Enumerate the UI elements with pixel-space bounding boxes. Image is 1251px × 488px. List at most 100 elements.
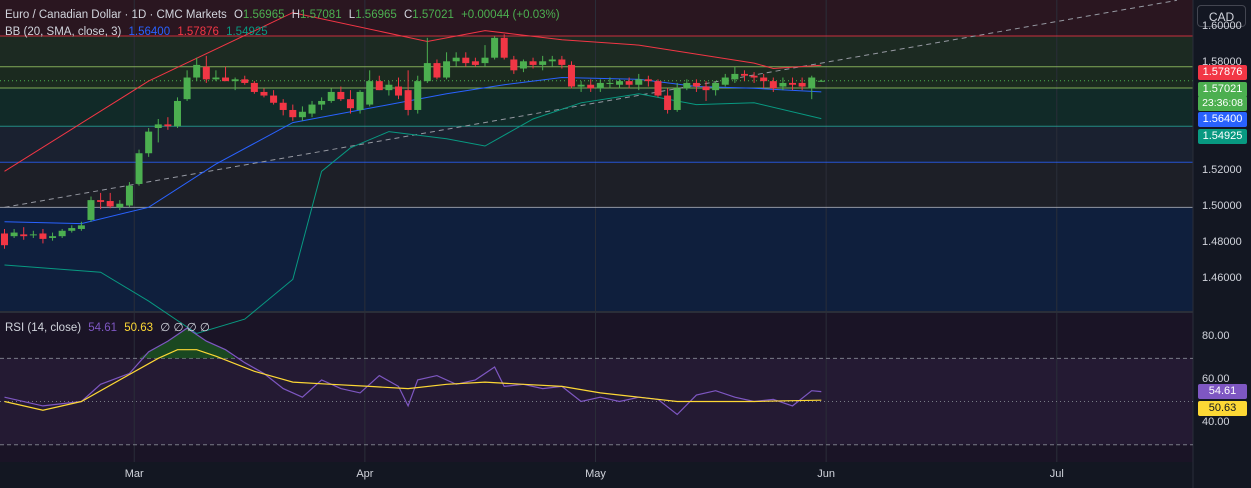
candle-body (664, 95, 672, 110)
candle-body (49, 236, 57, 238)
candle (500, 34, 508, 60)
rsi-legend[interactable]: RSI (14, close) 54.61 50.63 ∅ ∅ ∅ ∅ (5, 320, 214, 334)
candle (39, 228, 47, 244)
candle (116, 200, 124, 211)
candle (49, 232, 57, 241)
rsi-tag-text: 54.61 (1208, 385, 1237, 397)
grid-lines (0, 0, 1194, 488)
last-price-tag: 1.57021 (1198, 82, 1247, 97)
candle-body (798, 82, 806, 87)
bb-lower-tag-text: 1.54925 (1202, 130, 1243, 142)
candle (740, 70, 748, 82)
candle (202, 55, 210, 83)
candle-body (644, 79, 652, 82)
candle (731, 66, 739, 83)
candle-body (241, 79, 249, 83)
candle-body (712, 82, 720, 91)
candle (529, 57, 537, 69)
time-tick-label: Jun (817, 468, 836, 480)
candle (750, 72, 758, 83)
candle-body (308, 104, 316, 114)
candle (433, 59, 441, 80)
candle-body (260, 91, 268, 96)
candle-body (10, 232, 18, 237)
candles[interactable] (1, 34, 825, 249)
candle (193, 57, 201, 82)
candle-body (164, 124, 172, 127)
candle-body (452, 57, 460, 62)
rsi-overbought-fill (139, 328, 236, 359)
candle (20, 227, 28, 240)
candle (481, 45, 489, 67)
rsi-pane[interactable] (0, 327, 1193, 446)
currency-label: CAD (1208, 10, 1235, 24)
candle-body (789, 82, 797, 85)
price-tick-label: 1.58000 (1202, 56, 1242, 69)
trendline (4, 0, 1178, 208)
candle-body (433, 63, 441, 78)
candle-body (193, 64, 201, 78)
candle-body (740, 73, 748, 76)
candle-body (654, 81, 662, 96)
candle (356, 90, 364, 114)
price-tick-label: 1.60000 (1202, 20, 1242, 33)
candle-body (577, 84, 585, 87)
candle (673, 82, 681, 112)
candle (222, 66, 230, 82)
candle (87, 196, 95, 222)
low-label: L (348, 9, 356, 21)
candle (58, 228, 66, 238)
candle (548, 55, 556, 67)
candle-body (250, 82, 258, 92)
candle-body (289, 109, 297, 118)
candle-body (318, 100, 326, 105)
candle-body (270, 95, 278, 103)
candle (241, 75, 249, 85)
bb-basis-tag: 1.56400 (1198, 112, 1247, 127)
candle-body (77, 225, 85, 229)
bb-upper-line (4, 12, 822, 172)
candle-body (39, 233, 47, 239)
candle-body (366, 81, 374, 105)
bb-legend[interactable]: BB (20, SMA, close, 3) 1.56400 1.57876 1… (5, 26, 272, 38)
candle (510, 55, 518, 74)
candle-body (529, 61, 537, 65)
candle (260, 88, 268, 98)
candle (452, 52, 460, 67)
candle (164, 117, 172, 130)
price-tick-label: 1.52000 (1202, 164, 1242, 177)
candle (404, 70, 412, 116)
candle (145, 128, 153, 157)
candle (1, 228, 8, 249)
candle (154, 118, 162, 143)
candle (270, 90, 278, 105)
candle (173, 97, 181, 129)
rsi-extra-values: ∅ ∅ ∅ ∅ (160, 322, 210, 334)
candle (308, 100, 316, 118)
candle (683, 79, 691, 91)
close-value: 1.57021 (412, 9, 454, 21)
rsi-ma-tag-text: 50.63 (1208, 402, 1237, 414)
price-zone (0, 207, 1193, 311)
candle-body (500, 37, 508, 58)
candle-body (721, 77, 729, 85)
candle (817, 79, 825, 82)
candle-body (481, 57, 489, 64)
candle-body (606, 82, 614, 84)
candle-body (154, 124, 162, 129)
candle (606, 77, 614, 89)
candle (366, 70, 374, 107)
candle-body (692, 82, 700, 87)
candle-body (385, 84, 393, 91)
rsi-ma-tag: 50.63 (1198, 401, 1247, 416)
currency-button[interactable]: CAD (1197, 5, 1246, 27)
candle-body (173, 100, 181, 127)
rsi-tick-label: 60.00 (1202, 372, 1230, 385)
bb-basis-value: 1.56400 (128, 26, 171, 38)
candle-body (539, 61, 547, 65)
rsi-ma-line (4, 349, 822, 411)
rsi-value: 54.61 (88, 322, 118, 334)
price-zone (0, 126, 1193, 163)
symbol-title[interactable]: Euro / Canadian Dollar · 1D · CMC Market… (5, 9, 227, 21)
